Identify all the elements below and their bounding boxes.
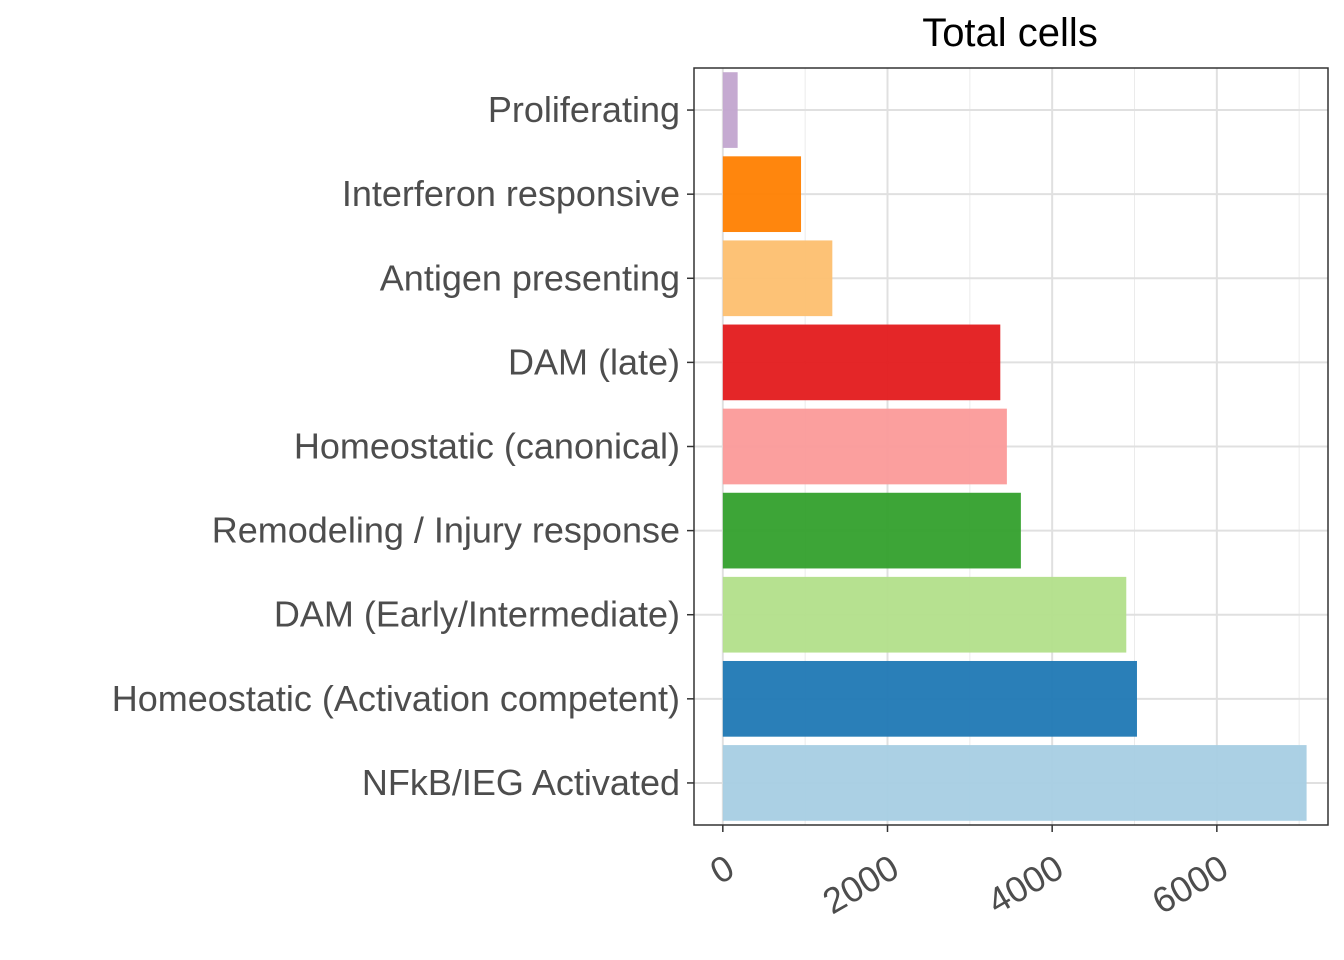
x-tick-label: 0 bbox=[703, 846, 741, 892]
bar-proliferating bbox=[722, 72, 738, 148]
bar-homeostatic-canonical bbox=[722, 408, 1007, 485]
y-tick-label: Interferon responsive bbox=[342, 173, 680, 214]
bar-interferon-responsive bbox=[722, 156, 802, 233]
x-axis: 0 2000 4000 6000 bbox=[703, 825, 1235, 922]
bar-dam-early-intermediate bbox=[722, 576, 1127, 653]
y-tick-label: DAM (late) bbox=[508, 341, 680, 382]
bars bbox=[722, 72, 1307, 821]
bar-remodeling-injury-response bbox=[722, 492, 1021, 569]
y-tick-label: Proliferating bbox=[488, 89, 680, 130]
y-tick-label: Homeostatic (Activation competent) bbox=[112, 678, 680, 719]
x-tick-label: 4000 bbox=[980, 846, 1070, 922]
y-tick-label: Remodeling / Injury response bbox=[212, 510, 680, 551]
bar-nfkb-ieg-activated bbox=[722, 745, 1307, 821]
x-tick-label: 6000 bbox=[1145, 846, 1235, 922]
y-tick-label: Antigen presenting bbox=[380, 257, 680, 298]
y-tick-label: Homeostatic (canonical) bbox=[294, 426, 680, 467]
bar-dam-late bbox=[722, 324, 1001, 401]
chart-title: Total cells bbox=[922, 11, 1098, 55]
y-tick-label: NFkB/IEG Activated bbox=[362, 762, 680, 803]
bar-homeostatic-activation-competent bbox=[722, 660, 1137, 737]
bar-antigen-presenting bbox=[722, 240, 833, 317]
y-tick-label: DAM (Early/Intermediate) bbox=[274, 594, 680, 635]
x-tick-label: 2000 bbox=[816, 846, 906, 922]
y-axis: Proliferating Interferon responsive Antige… bbox=[112, 89, 694, 803]
